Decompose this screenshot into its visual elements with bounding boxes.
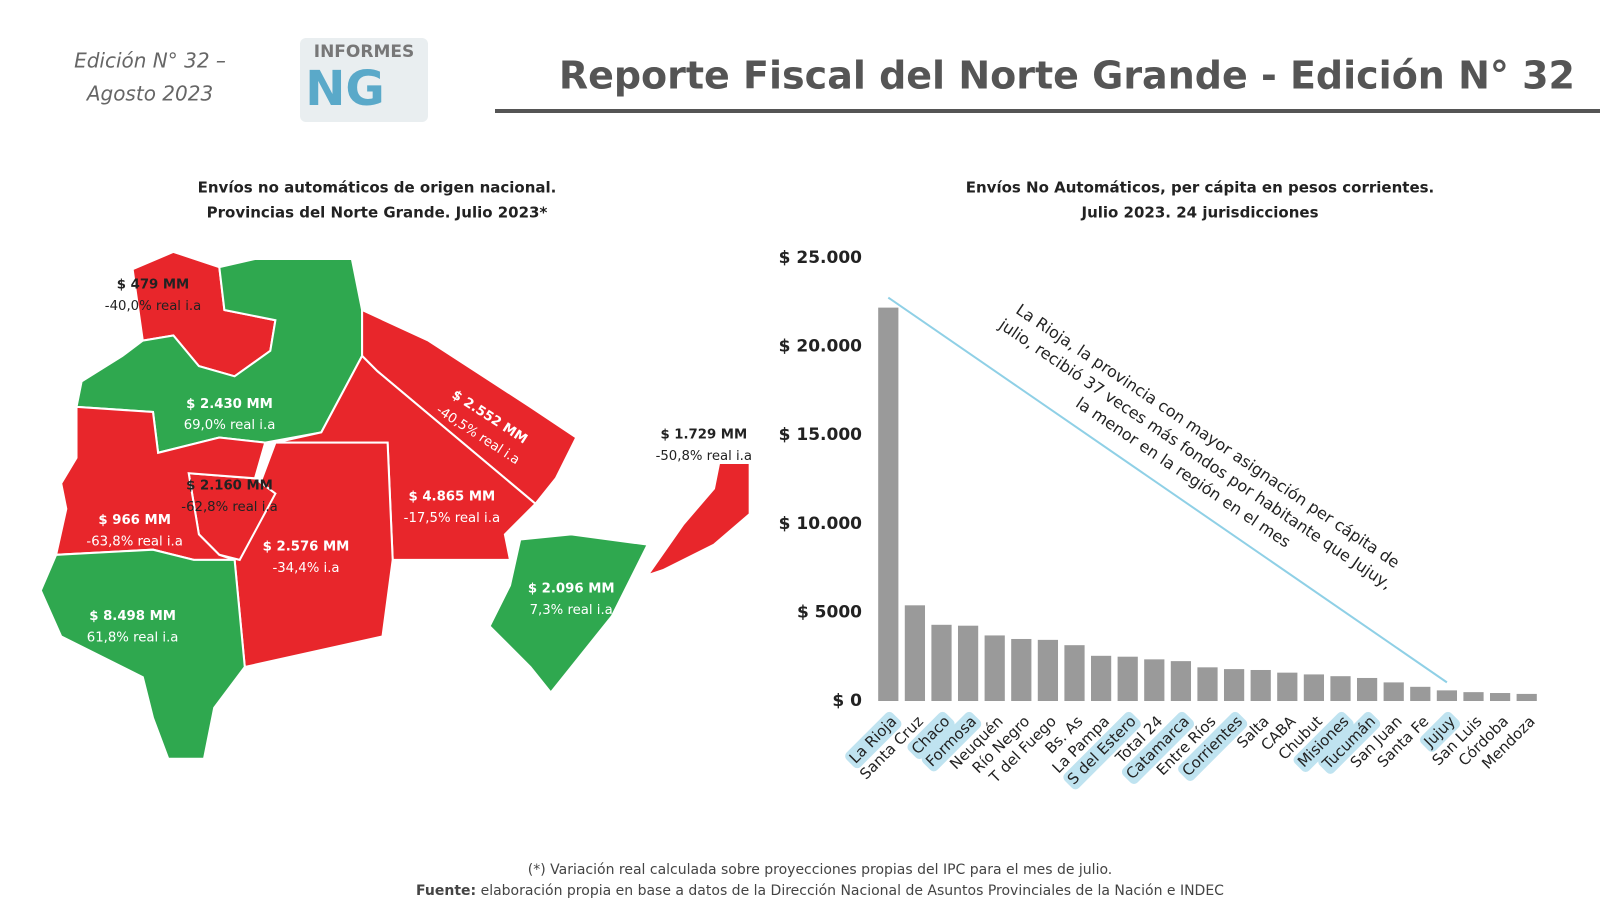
y-tick-label: $ 5000 (797, 602, 862, 622)
bar (1037, 639, 1059, 701)
change: -50,8% real i.a (656, 449, 752, 464)
annotation: La Rioja, la provincia con mayor asignac… (995, 300, 1404, 593)
bar (1277, 672, 1298, 701)
y-tick-label: $ 10.000 (779, 514, 863, 534)
bar (1330, 676, 1351, 701)
map: $ 479 MM -40,0% real i.a $ 2.430 MM 69,0% r… (39, 250, 752, 760)
province-label: $ 2.096 MM 7,3% real i.a (528, 581, 615, 617)
province-label: $ 8.498 MM 61,8% real i.a (87, 609, 179, 645)
province (645, 461, 751, 578)
change: -62,8% real i.a (181, 500, 277, 515)
highlight (1318, 711, 1381, 774)
chart-title: Julio 2023. 24 jurisdicciones (1080, 204, 1318, 222)
change: -63,8% real i.a (86, 535, 182, 550)
province-label: $ 966 MM -63,8% real i.a (86, 513, 182, 549)
bar (1383, 682, 1404, 701)
bar (1144, 659, 1165, 701)
change: 7,3% real i.a (530, 603, 613, 618)
province-label: $ 2.430 MM 69,0% real i.a (184, 397, 276, 433)
logo-bg (300, 38, 428, 122)
bar (1117, 656, 1138, 701)
bar (957, 625, 979, 701)
annotation-line: La Rioja, la provincia con mayor asignac… (1013, 300, 1404, 572)
map-title: Provincias del Norte Grande. Julio 2023* (207, 204, 548, 222)
amount: $ 1.729 MM (660, 427, 747, 442)
map-title: Envíos no automáticos de origen nacional… (198, 179, 557, 197)
edition: Edición N° 32 – (74, 49, 226, 73)
change: 69,0% real i.a (184, 418, 276, 433)
source-label: Fuente: (416, 883, 476, 899)
bar (904, 605, 926, 701)
edition-date: Agosto 2023 (85, 82, 213, 106)
bar (1011, 638, 1032, 701)
bar (1170, 661, 1192, 701)
bar (1303, 674, 1325, 701)
amount: $ 2.096 MM (528, 581, 615, 596)
highlight (907, 711, 955, 760)
amount: $ 2.160 MM (186, 478, 273, 493)
logo-top: INFORMES (314, 42, 414, 62)
bar (1356, 677, 1378, 701)
amount: $ 2.430 MM (186, 397, 273, 412)
bar (1064, 645, 1085, 701)
bar-chart: $ 0 $ 5000 $ 10.000 $ 15.000 $ 20.000 $ 25.00… (779, 248, 1539, 790)
highlight (1063, 711, 1141, 790)
bar (1250, 669, 1271, 701)
bar (1223, 669, 1245, 701)
amount: $ 4.865 MM (408, 490, 495, 505)
footnote: (*) Variación real calculada sobre proye… (528, 862, 1112, 878)
province (39, 548, 246, 760)
logo-main: NG (305, 61, 385, 117)
bar (878, 307, 899, 701)
highlight (1121, 711, 1195, 784)
bar (1410, 686, 1431, 701)
annotation-line: julio, recibió 37 veces más fondos por h… (995, 314, 1396, 593)
province (488, 533, 650, 695)
title: Reporte Fiscal del Norte Grande - Edició… (559, 54, 1575, 98)
province-label: $ 2.576 MM -34,4% i.a (263, 540, 350, 576)
change: -40,0% real i.a (105, 299, 201, 314)
highlight (1178, 711, 1248, 781)
amount: $ 479 MM (117, 278, 189, 293)
header: Edición N° 32 – Agosto 2023 INFORMES NG … (74, 38, 1600, 122)
amount: $ 966 MM (98, 513, 170, 528)
highlight (921, 711, 982, 772)
highlight (1293, 711, 1354, 772)
highlight (1419, 711, 1461, 752)
bar (1516, 693, 1537, 701)
change: -17,5% real i.a (404, 511, 500, 526)
bar (1463, 692, 1484, 701)
source-text: elaboración propia en base a datos de la… (481, 883, 1225, 899)
y-tick-label: $ 0 (832, 691, 862, 711)
change: 61,8% real i.a (87, 630, 179, 645)
y-tick-label: $ 20.000 (779, 337, 863, 357)
source: Fuente: elaboración propia en base a dat… (416, 883, 1224, 899)
province-label: $ 2.160 MM -62,8% real i.a (181, 478, 277, 514)
bar (1489, 693, 1511, 701)
amount: $ 8.498 MM (89, 609, 176, 624)
province-label: $ 4.865 MM -17,5% real i.a (404, 490, 500, 526)
bar (984, 635, 1005, 701)
bar (1436, 690, 1458, 701)
bar (1197, 667, 1218, 701)
y-tick-label: $ 25.000 (779, 248, 863, 268)
change: -34,4% i.a (272, 561, 339, 576)
chart-title: Envíos No Automáticos, per cápita en pes… (966, 179, 1435, 197)
bar (1090, 655, 1112, 701)
province (233, 441, 394, 669)
annotation-arrow (887, 296, 1448, 684)
bar (931, 624, 952, 701)
y-tick-label: $ 15.000 (779, 425, 863, 445)
amount: $ 2.576 MM (263, 540, 350, 555)
province-label: $ 479 MM -40,0% real i.a (105, 278, 201, 314)
province (54, 405, 267, 561)
province-label: $ 1.729 MM -50,8% real i.a (656, 427, 752, 463)
highlight (845, 711, 902, 769)
